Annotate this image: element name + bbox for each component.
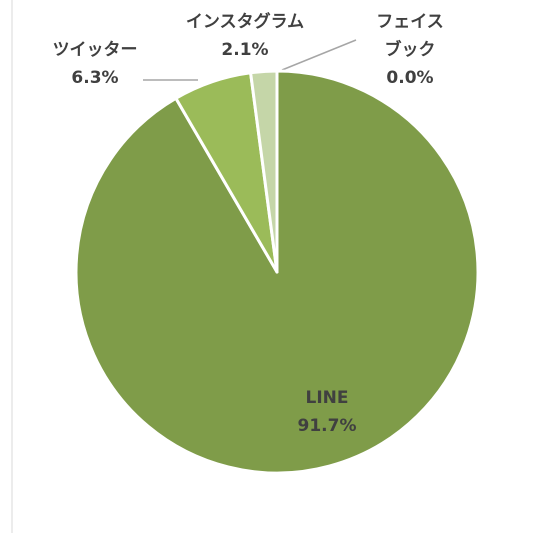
category-label: LINE bbox=[305, 388, 349, 408]
data-label: LINE 91.7% bbox=[267, 384, 387, 440]
data-label: フェイスブック 0.0% bbox=[370, 8, 450, 92]
value-label: 91.7% bbox=[297, 416, 357, 436]
leader-line bbox=[281, 39, 357, 71]
pie-slice bbox=[74, 69, 480, 475]
chart-frame bbox=[11, 0, 13, 533]
data-label: ツイッター 6.3% bbox=[35, 36, 155, 92]
value-label: 0.0% bbox=[386, 68, 434, 88]
value-label: 2.1% bbox=[221, 40, 269, 60]
category-label: インスタグラム bbox=[185, 12, 305, 32]
category-label: フェイスブック bbox=[376, 12, 444, 60]
category-label: ツイッター bbox=[52, 40, 138, 60]
data-label: インスタグラム 2.1% bbox=[160, 8, 330, 64]
value-label: 6.3% bbox=[71, 68, 119, 88]
